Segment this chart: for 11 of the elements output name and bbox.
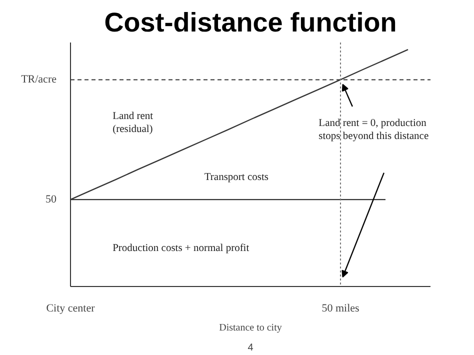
x-tick-label: City center [46,302,96,314]
annotation: Transport costs [204,172,268,184]
annotation: Land rent = 0, production stops beyond this distance [318,118,429,142]
annotation: Land rent (residual) [112,110,154,136]
x-tick-label: 50 miles [322,302,360,314]
text: 4 [248,342,254,354]
text: 50 [46,194,57,206]
x-axis-title: Distance to city [219,322,282,334]
ref-line-label: TR/acre [21,74,57,86]
annotation: Production costs + normal profit [112,243,250,254]
chart-title: Cost-distance function [104,8,397,38]
